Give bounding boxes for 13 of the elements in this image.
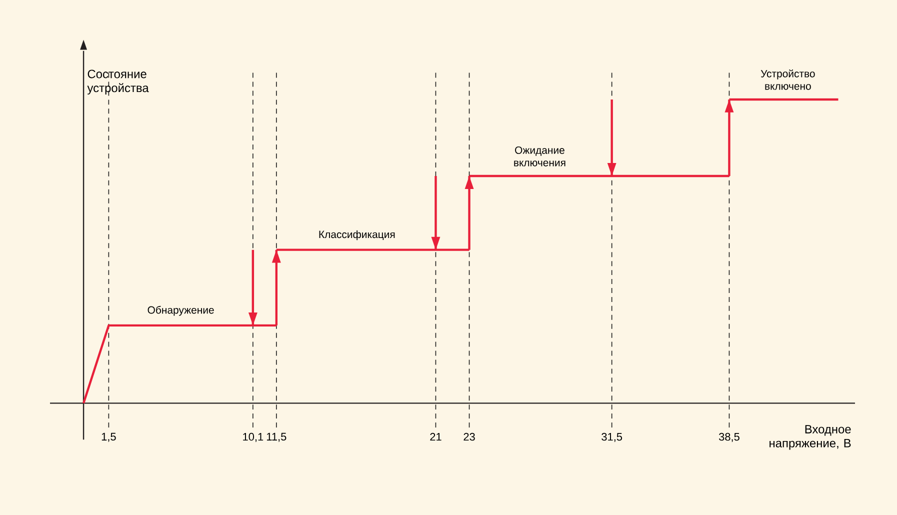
x-tick-label: 21 [430,432,442,441]
x-tick-label: 11,5 [266,432,286,442]
annotation: Классификация [319,230,395,240]
x-tick-label: 31,5 [602,432,622,442]
x-tick-label: 1,5 [102,432,116,442]
y-axis-title: Состояние устройства [87,70,149,95]
x-tick-label: 10,1 [243,432,264,442]
x-tick-label: 38,5 [718,432,740,442]
annotation: Ожидание включения [514,146,566,166]
x-axis-title: Входное напряжение, В [770,425,851,450]
x-tick-label: 23 [464,432,475,441]
annotation: Обнаружение [148,306,214,316]
annotation: Устройство включено [760,69,815,90]
